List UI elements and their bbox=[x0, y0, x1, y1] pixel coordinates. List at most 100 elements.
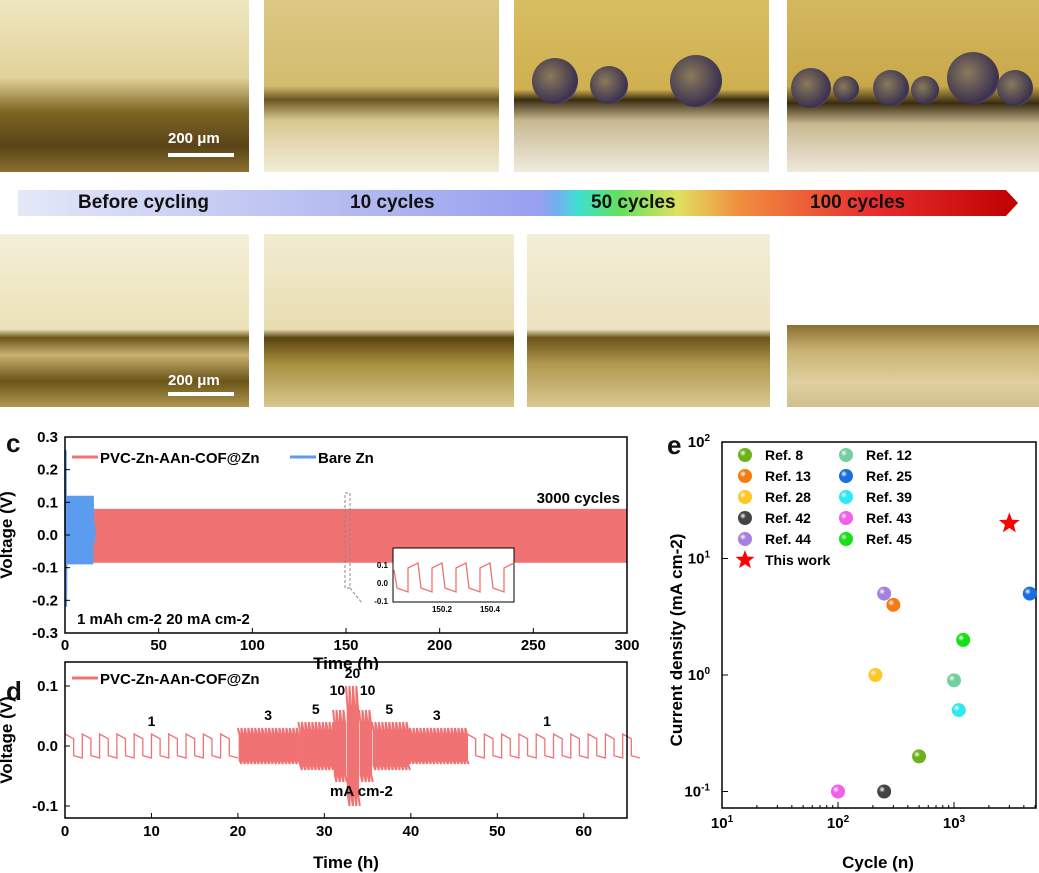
current-label: 20 bbox=[345, 665, 361, 681]
inset-ytick: 0.1 bbox=[377, 561, 389, 570]
panel-label-c: c bbox=[6, 428, 21, 458]
data-point bbox=[947, 673, 961, 688]
y-tick-label: 101 bbox=[688, 550, 711, 568]
legend-label: Ref. 42 bbox=[765, 510, 811, 526]
inset-xtick: 150.4 bbox=[480, 605, 501, 614]
legend-label: Ref. 28 bbox=[765, 489, 811, 505]
x-tick-label: 50 bbox=[489, 823, 506, 840]
current-label: 5 bbox=[385, 701, 393, 717]
coated-series-band bbox=[91, 508, 627, 563]
legend-marker bbox=[839, 448, 853, 462]
y-tick-exponent: -1 bbox=[701, 783, 710, 794]
legend-coated: PVC-Zn-AAn-COF@Zn bbox=[100, 671, 260, 688]
bubble bbox=[873, 70, 909, 106]
y-tick-label: 100 bbox=[688, 666, 711, 684]
x-tick-label: 20 bbox=[230, 823, 247, 840]
current-label: 1 bbox=[543, 713, 551, 729]
bubble bbox=[997, 70, 1033, 106]
legend-marker bbox=[738, 532, 752, 546]
rate-step-1 bbox=[64, 732, 239, 759]
y-tick-label: 0.0 bbox=[37, 527, 58, 544]
legend-label: Ref. 43 bbox=[866, 510, 912, 526]
legend-marker bbox=[738, 448, 752, 462]
scale-bar-label: 200 μm bbox=[168, 372, 220, 389]
micrograph-b1: 200 μm bbox=[0, 234, 249, 407]
legend-marker bbox=[738, 469, 752, 483]
legend-coated: PVC-Zn-AAn-COF@Zn bbox=[100, 450, 260, 467]
y-tick-label: 0.1 bbox=[37, 494, 58, 511]
legend-label: Ref. 13 bbox=[765, 468, 811, 484]
bubble bbox=[947, 52, 999, 104]
panel-label-e: e bbox=[667, 430, 682, 460]
legend-label: This work bbox=[765, 552, 831, 568]
current-label: 10 bbox=[330, 682, 346, 698]
scale-bar bbox=[168, 153, 234, 157]
current-label: 3 bbox=[433, 707, 441, 723]
legend-star-icon bbox=[735, 550, 755, 569]
x-tick-exponent: 1 bbox=[728, 814, 734, 825]
x-tick-label: 200 bbox=[427, 637, 452, 654]
y-tick-label: 0.3 bbox=[37, 429, 58, 446]
data-point bbox=[956, 632, 971, 647]
x-tick-label: 10 bbox=[143, 823, 160, 840]
x-tick-label: 60 bbox=[575, 823, 592, 840]
y-tick-label: -0.2 bbox=[32, 592, 58, 609]
x-tick-label: 0 bbox=[61, 823, 69, 840]
micrograph-a2 bbox=[264, 0, 499, 172]
legend-marker bbox=[738, 511, 752, 525]
legend-marker bbox=[738, 490, 752, 504]
inset-frame bbox=[392, 547, 515, 603]
stage-before-cycling: Before cycling bbox=[78, 192, 209, 213]
inset-zoom-marker bbox=[344, 492, 351, 589]
y-tick-exponent: 0 bbox=[704, 666, 710, 677]
legend-label: Ref. 44 bbox=[765, 531, 811, 547]
data-point bbox=[912, 749, 927, 764]
rate-step-5 bbox=[370, 721, 411, 771]
x-tick-label: 101 bbox=[711, 814, 734, 832]
x-tick-exponent: 2 bbox=[844, 814, 850, 825]
bubble bbox=[532, 58, 578, 104]
cycling-progress-arrow bbox=[18, 190, 1018, 216]
y-tick-exponent: 2 bbox=[704, 433, 710, 444]
x-tick-label: 50 bbox=[150, 637, 167, 654]
stage-50-cycles: 50 cycles bbox=[591, 192, 676, 213]
y-tick-label: 10-1 bbox=[684, 783, 710, 801]
bare-series-line bbox=[64, 450, 96, 607]
rate-step-20 bbox=[345, 685, 361, 807]
y-axis-label: Voltage (V) bbox=[0, 491, 16, 579]
chart-c: 0 50 100 150 200 250 300 0.3 0.2 0.1 0.0 -0.1 -0.2 -0… bbox=[0, 429, 640, 670]
stage-100-cycles: 100 cycles bbox=[810, 192, 906, 213]
legend-marker bbox=[839, 511, 853, 525]
rate-step-10 bbox=[332, 709, 348, 783]
y-axis-label: Voltage (V) bbox=[0, 696, 16, 784]
data-point bbox=[877, 784, 892, 799]
data-point bbox=[831, 784, 845, 799]
y-tick-exponent: 1 bbox=[704, 550, 710, 561]
legend-label: Ref. 25 bbox=[866, 468, 912, 484]
current-label: 1 bbox=[148, 713, 156, 729]
x-tick-label: 102 bbox=[827, 814, 850, 832]
x-tick-label: 100 bbox=[240, 637, 265, 654]
scale-bar-label: 200 μm bbox=[168, 130, 220, 147]
micrograph-a1: 200 μm bbox=[0, 0, 249, 172]
current-label: 3 bbox=[264, 707, 272, 723]
current-label: 5 bbox=[312, 701, 320, 717]
data-point bbox=[886, 597, 901, 612]
legend-marker bbox=[839, 532, 853, 546]
y-tick-label: 0.0 bbox=[37, 738, 58, 755]
inset-voltage-line bbox=[393, 562, 515, 593]
legend-label: Ref. 8 bbox=[765, 447, 803, 463]
plot-frame bbox=[64, 661, 628, 819]
x-tick-label: 40 bbox=[403, 823, 420, 840]
x-axis-label: Cycle (n) bbox=[842, 853, 914, 872]
legend-label: Ref. 45 bbox=[866, 531, 912, 547]
data-point-star bbox=[998, 512, 1020, 533]
rate-step-1 bbox=[466, 732, 641, 759]
x-tick-label: 0 bbox=[61, 637, 69, 654]
x-tick-label: 250 bbox=[521, 637, 546, 654]
y-tick-label: -0.1 bbox=[32, 798, 58, 815]
micrograph-a4 bbox=[787, 0, 1039, 172]
stage-10-cycles: 10 cycles bbox=[350, 192, 435, 213]
x-tick-label: 300 bbox=[614, 637, 639, 654]
